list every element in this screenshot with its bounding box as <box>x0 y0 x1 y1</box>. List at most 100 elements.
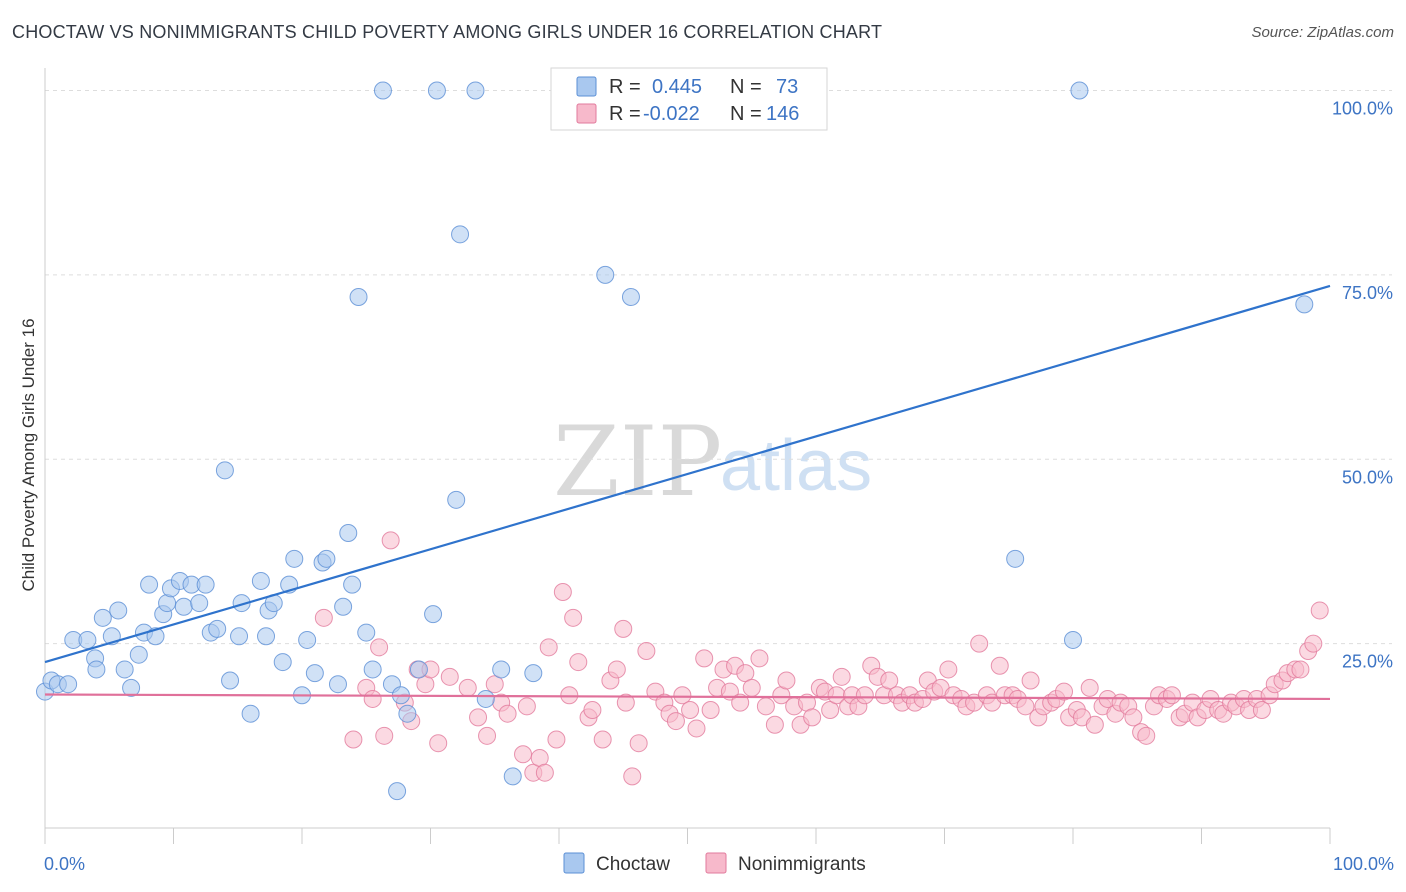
nonimmigrants-point <box>607 660 626 679</box>
nonimmigrants-point <box>695 649 714 668</box>
choctaw-point <box>349 288 368 306</box>
nonimmigrants-point <box>990 656 1009 675</box>
choctaw-point <box>476 689 495 708</box>
choctaw-point <box>221 671 240 690</box>
choctaw-point <box>208 619 227 638</box>
choctaw-point <box>1295 295 1314 314</box>
choctaw-point <box>424 605 443 624</box>
nonimmigrants-point <box>939 660 958 679</box>
nonimmigrants-point <box>583 701 602 719</box>
choctaw-point <box>334 597 353 616</box>
x-tick-label-min: 0.0% <box>44 854 85 874</box>
nonimmigrants-point <box>666 712 685 731</box>
nonimmigrants-point <box>623 767 642 786</box>
nonimmigrants-point <box>593 730 612 749</box>
choctaw-point <box>343 575 362 594</box>
choctaw-point <box>158 594 177 613</box>
nonimmigrants-point <box>765 715 784 734</box>
choctaw-point <box>328 675 347 694</box>
nonimmigrants-point <box>517 697 536 716</box>
choctaw-point <box>409 660 428 679</box>
choctaw-trend-line <box>44 284 1331 664</box>
choctaw-point <box>388 782 407 801</box>
y-tick-label: 75.0% <box>1342 283 1393 303</box>
nonimmigrants-point <box>1055 682 1074 701</box>
nonimmigrants-point <box>1137 726 1156 745</box>
nonimmigrants-point <box>756 697 775 716</box>
x-tick-label-max: 100.0% <box>1333 854 1394 874</box>
nonimmigrants-point <box>547 730 566 749</box>
nonimmigrants-point <box>381 531 400 550</box>
choctaw-point <box>373 81 392 100</box>
legend-nonimmigrants-swatch <box>576 103 597 124</box>
nonimmigrants-trend-line <box>44 693 1331 701</box>
trend-lines <box>44 284 1331 701</box>
choctaw-point <box>503 767 522 786</box>
y-tick-label: 100.0% <box>1332 99 1393 119</box>
y-axis-title: Child Poverty Among Girls Under 16 <box>19 318 38 591</box>
choctaw-point <box>524 664 543 683</box>
choctaw-point <box>621 288 640 306</box>
nonimmigrants-point <box>832 667 851 686</box>
nonimmigrants-point <box>637 642 656 660</box>
nonimmigrants-point <box>539 638 558 657</box>
nonimmigrants-point <box>1080 678 1099 697</box>
nonimmigrants-point <box>375 726 394 745</box>
choctaw-point <box>257 627 276 646</box>
choctaw-point <box>122 678 141 697</box>
choctaw-point <box>109 601 128 620</box>
legend-n-value: 146 <box>766 103 799 125</box>
choctaw-point <box>93 608 112 627</box>
choctaw-point <box>447 490 466 509</box>
choctaw-point <box>174 597 193 616</box>
choctaw-point <box>78 630 97 649</box>
legend-r-value: 0.445 <box>652 76 702 98</box>
choctaw-point <box>59 675 78 694</box>
choctaw-point <box>466 81 485 100</box>
watermark-zip: ZIP <box>553 406 722 518</box>
nonimmigrants-point <box>1291 660 1310 679</box>
legend-n-label: N = <box>730 76 762 98</box>
choctaw-point <box>451 225 470 244</box>
nonimmigrants-point <box>970 634 989 653</box>
nonimmigrants-point <box>750 649 769 668</box>
choctaw-point <box>129 645 148 664</box>
choctaw-point <box>196 575 215 594</box>
nonimmigrants-point <box>1310 601 1329 620</box>
legend-choctaw-swatch <box>576 76 597 97</box>
choctaw-point <box>363 660 382 679</box>
nonimmigrants-point <box>514 745 533 764</box>
legend-box <box>550 67 828 131</box>
y-tick-label: 25.0% <box>1342 652 1393 672</box>
choctaw-point <box>190 594 209 613</box>
choctaw-point <box>1006 549 1025 568</box>
choctaw-point <box>305 664 324 683</box>
nonimmigrants-point <box>1085 715 1104 734</box>
nonimmigrants-point <box>1162 686 1181 705</box>
nonimmigrants-point <box>803 708 822 727</box>
nonimmigrants-point <box>569 653 588 672</box>
axes <box>44 68 1331 844</box>
nonimmigrants-point <box>1304 634 1323 653</box>
choctaw-point <box>273 653 292 672</box>
choctaw-point <box>1070 81 1089 100</box>
bottom-legend-nonimmigrants-label: Nonimmigrants <box>738 854 866 875</box>
source-label: Source: ZipAtlas.com <box>1251 24 1394 41</box>
nonimmigrants-point <box>564 608 583 627</box>
nonimmigrants-point <box>478 726 497 745</box>
nonimmigrants-point <box>535 763 554 782</box>
choctaw-point <box>492 660 511 679</box>
choctaw-point <box>427 81 446 100</box>
choctaw-point <box>241 704 260 723</box>
choctaw-point <box>215 461 234 480</box>
nonimmigrants-point <box>370 638 389 657</box>
bottom-legend-nonimmigrants-swatch <box>705 852 727 874</box>
grid <box>45 90 1392 645</box>
nonimmigrants-point <box>673 686 692 705</box>
y-tick-labels: 25.0% 50.0% 75.0% 100.0% <box>1332 99 1393 672</box>
nonimmigrants-point <box>344 730 363 749</box>
nonimmigrants-point <box>701 701 720 719</box>
nonimmigrants-point <box>553 583 572 601</box>
choctaw-points <box>36 81 1314 801</box>
